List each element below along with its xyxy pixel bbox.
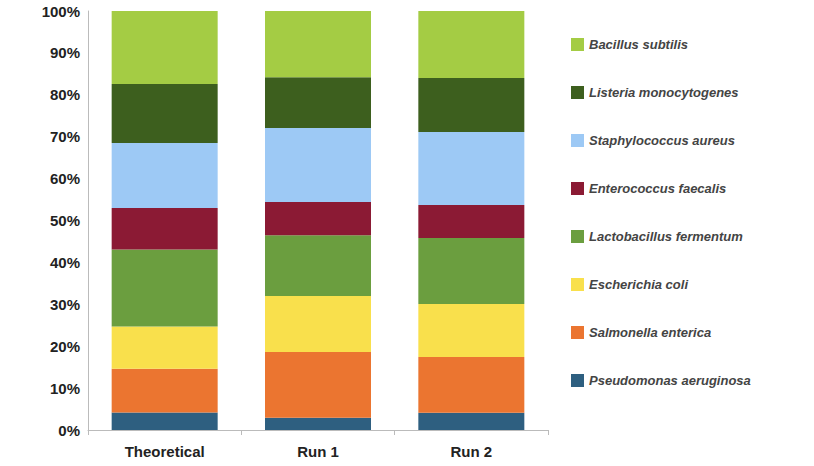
svg-text:40%: 40% [50,254,80,271]
svg-text:30%: 30% [50,296,80,313]
svg-text:100%: 100% [42,3,80,20]
svg-text:0%: 0% [58,422,80,439]
svg-text:Lactobacillus fermentum: Lactobacillus fermentum [589,229,743,244]
svg-text:Escherichia coli: Escherichia coli [589,277,688,292]
svg-text:80%: 80% [50,86,80,103]
svg-text:Pseudomonas aeruginosa: Pseudomonas aeruginosa [589,373,751,388]
svg-text:Staphylococcus aureus: Staphylococcus aureus [589,133,735,148]
svg-text:Run 1: Run 1 [297,443,339,460]
svg-text:Enterococcus faecalis: Enterococcus faecalis [589,181,726,196]
svg-text:50%: 50% [50,212,80,229]
svg-text:Salmonella enterica: Salmonella enterica [589,325,711,340]
svg-text:Theoretical: Theoretical [125,443,205,460]
svg-text:Listeria monocytogenes: Listeria monocytogenes [589,85,739,100]
svg-text:90%: 90% [50,44,80,61]
svg-text:Run 2: Run 2 [450,443,492,460]
svg-text:20%: 20% [50,338,80,355]
svg-text:60%: 60% [50,170,80,187]
svg-text:Bacillus subtilis: Bacillus subtilis [589,37,688,52]
svg-text:70%: 70% [50,128,80,145]
svg-text:10%: 10% [50,380,80,397]
